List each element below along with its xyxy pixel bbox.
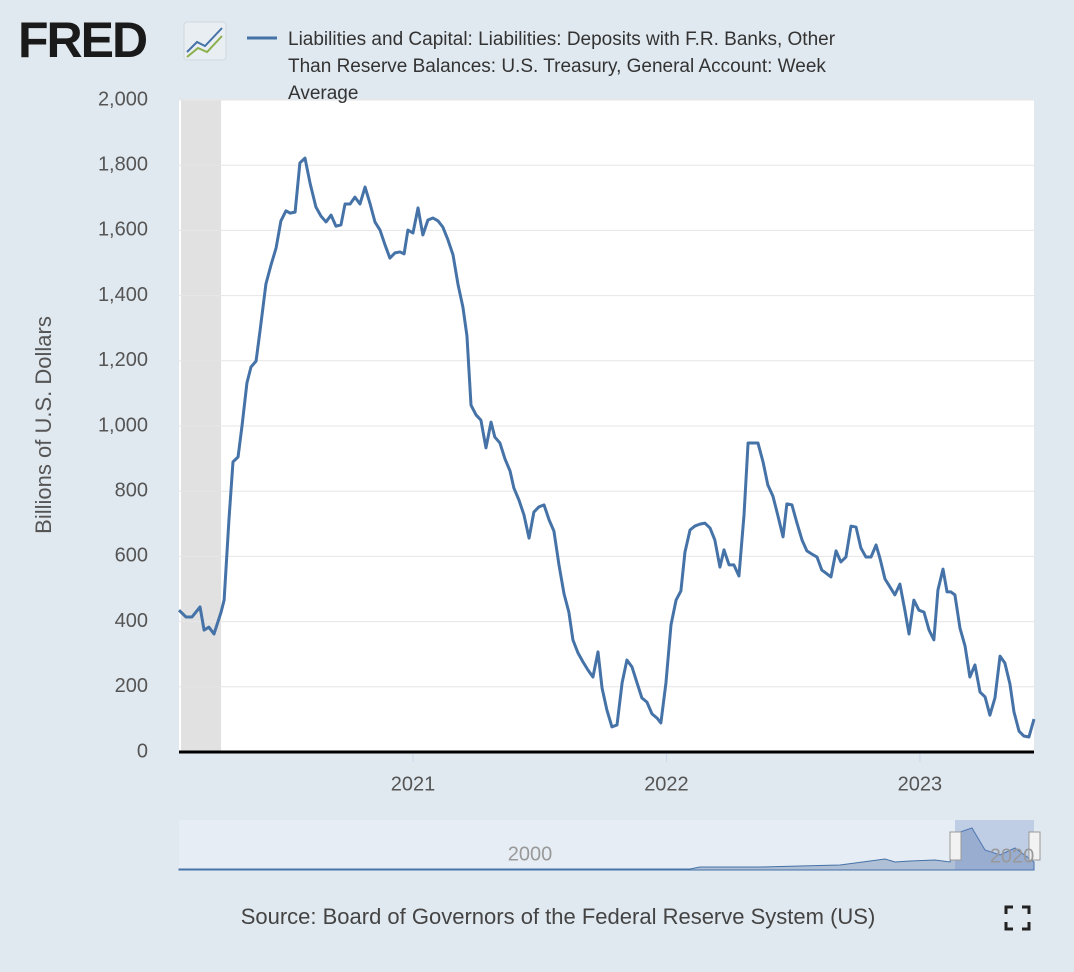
- navigator-series: [178, 827, 1035, 871]
- y-tick-label: 600: [115, 545, 148, 567]
- y-axis-label: Billions of U.S. Dollars: [31, 316, 56, 534]
- navigator-label: 2020: [990, 845, 1035, 867]
- y-tick-label: 400: [115, 610, 148, 632]
- legend-text: Liabilities and Capital: Liabilities: De…: [288, 29, 836, 104]
- y-tick-label: 1,400: [98, 284, 148, 306]
- y-tick-label: 1,800: [98, 153, 148, 175]
- x-tick-label: 2023: [898, 773, 943, 795]
- y-tick-label: 0: [137, 740, 148, 762]
- navigator: [178, 820, 1041, 871]
- y-tick-label: 1,000: [98, 414, 148, 436]
- y-tick-label: 1,600: [98, 219, 148, 241]
- navigator-handle[interactable]: [1028, 831, 1041, 861]
- y-tick-label: 2,000: [98, 88, 148, 110]
- fullscreen-icon[interactable]: [1004, 905, 1031, 931]
- source: Source: Board of Governors of the Federa…: [241, 904, 876, 929]
- x-tick-label: 2022: [644, 773, 689, 795]
- navigator-selection[interactable]: [955, 820, 1034, 870]
- y-tick-label: 200: [115, 675, 148, 697]
- logo-icon: [183, 21, 227, 61]
- y-tick-label: 1,200: [98, 349, 148, 371]
- series-line: [177, 156, 1036, 739]
- x-tick-label: 2021: [391, 773, 436, 795]
- navigator-handle[interactable]: [949, 831, 962, 861]
- logo: FRED: [18, 12, 147, 68]
- navigator-label: 2000: [508, 843, 553, 865]
- y-tick-label: 800: [115, 479, 148, 501]
